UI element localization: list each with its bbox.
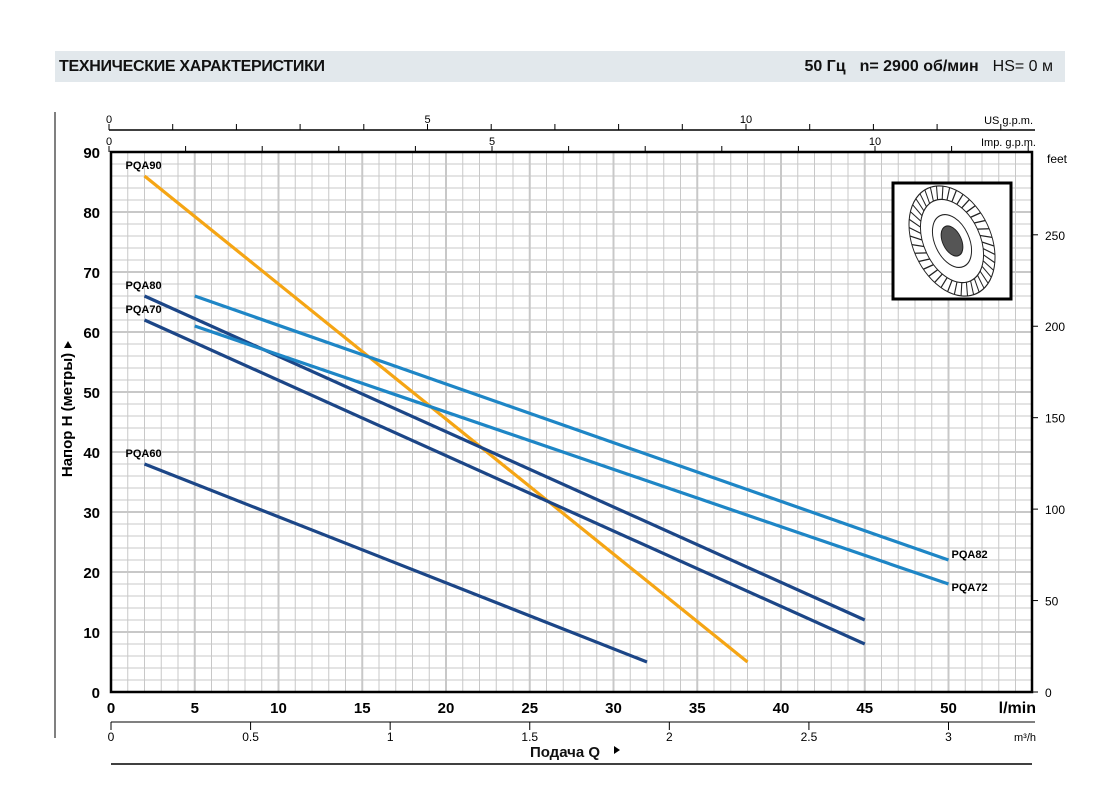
- imp-gpm-unit-label: Imp. g.p.m.: [981, 137, 1036, 149]
- curve-pqa60: [143, 462, 648, 664]
- x-tick-label: 15: [354, 700, 371, 717]
- y-tick-label: 60: [83, 325, 100, 342]
- y-tick-label: 10: [83, 625, 100, 642]
- curve-label: PQA90: [126, 160, 162, 172]
- y-tick-label: 0: [92, 685, 100, 702]
- curve-label: PQA80: [126, 280, 162, 292]
- y-tick-label: 20: [83, 565, 100, 582]
- x-tick-label: 50: [940, 700, 957, 717]
- y-tick-label: 80: [83, 205, 100, 222]
- hs-value: HS= 0 м: [992, 58, 1053, 75]
- us-gpm-tick-label: 0: [106, 114, 112, 126]
- spec-info: 50 Гц n= 2900 об/мин HS= 0 м: [804, 58, 1053, 76]
- imp-gpm-tick-label: 10: [869, 136, 881, 148]
- arrow-up-icon: [64, 341, 72, 348]
- m3h-tick-label: 1: [387, 730, 394, 744]
- curve-pqa90: [143, 174, 749, 664]
- m3h-unit-label: m³/h: [1014, 732, 1036, 744]
- x-tick-label: 20: [438, 700, 455, 717]
- curve-pqa70: [143, 318, 866, 646]
- y-tick-label: 40: [83, 445, 100, 462]
- x-tick-label: 0: [107, 700, 115, 717]
- arrow-right-icon: [614, 746, 620, 754]
- m3h-tick-label: 1.5: [521, 730, 538, 744]
- feet-tick-label: 200: [1045, 320, 1065, 334]
- us-gpm-tick-label: 5: [424, 114, 430, 126]
- curve-label: PQA60: [126, 448, 162, 460]
- x-tick-label: 25: [521, 700, 538, 717]
- m3h-tick-label: 0: [108, 730, 115, 744]
- x-tick-label: 40: [773, 700, 790, 717]
- feet-tick-label: 50: [1045, 595, 1059, 609]
- curve-pqa72: [194, 324, 950, 586]
- x-tick-label: 45: [856, 700, 873, 717]
- y-tick-label: 70: [83, 265, 100, 282]
- frequency: 50 Гц: [804, 58, 846, 75]
- feet-tick-label: 0: [1045, 686, 1052, 700]
- header-bar: ТЕХНИЧЕСКИЕ ХАРАКТЕРИСТИКИ 50 Гц n= 2900 …: [55, 51, 1065, 82]
- x-tick-label: 5: [191, 700, 199, 717]
- feet-unit-label: feet: [1047, 152, 1068, 166]
- y-tick-label: 50: [83, 385, 100, 402]
- impeller-icon: [908, 185, 996, 297]
- page-title: ТЕХНИЧЕСКИЕ ХАРАКТЕРИСТИКИ: [59, 58, 325, 75]
- feet-tick-label: 250: [1045, 229, 1065, 243]
- curve-pqa82: [194, 294, 950, 562]
- y-tick-label: 30: [83, 505, 100, 522]
- feet-tick-label: 150: [1045, 412, 1065, 426]
- m3h-tick-label: 3: [945, 730, 952, 744]
- us-gpm-unit-label: US g.p.m.: [984, 115, 1033, 127]
- imp-gpm-tick-label: 0: [106, 136, 112, 148]
- us-gpm-tick-label: 10: [740, 114, 752, 126]
- x-tick-label: 10: [270, 700, 287, 717]
- y-axis-title: Напор Н (метры): [59, 353, 76, 477]
- curve-label: PQA72: [952, 582, 988, 594]
- plot-frame: [109, 150, 1034, 694]
- m3h-tick-label: 0.5: [242, 730, 259, 744]
- x-tick-label: 30: [605, 700, 622, 717]
- x-unit-label: l/min: [999, 700, 1036, 717]
- curve-label: PQA70: [126, 304, 162, 316]
- m3h-tick-label: 2.5: [801, 730, 818, 744]
- x-axis-title: Подача Q: [530, 744, 600, 761]
- curve-label: PQA82: [952, 549, 988, 561]
- x-tick-label: 35: [689, 700, 706, 717]
- m3h-tick-label: 2: [666, 730, 673, 744]
- y-tick-label: 90: [83, 145, 100, 162]
- feet-tick-label: 100: [1045, 503, 1065, 517]
- speed: n= 2900 об/мин: [859, 58, 979, 75]
- imp-gpm-tick-label: 5: [489, 136, 495, 148]
